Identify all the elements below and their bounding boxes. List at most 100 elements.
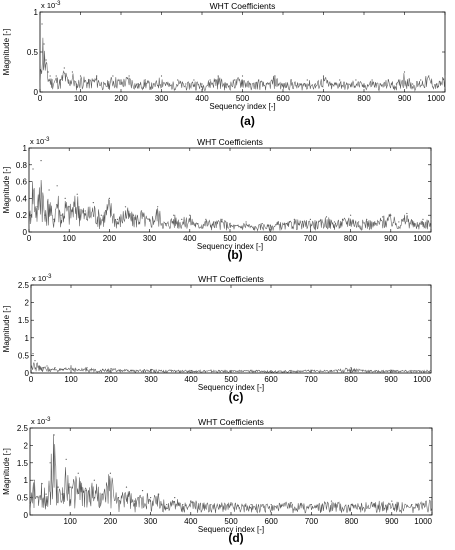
y-tick-label: 0 bbox=[25, 369, 30, 378]
plot-frame bbox=[29, 427, 433, 516]
y-scale-factor: x 10-3 bbox=[30, 137, 50, 146]
data-point bbox=[79, 75, 82, 77]
data-point bbox=[173, 214, 175, 216]
y-tick-label: 1.5 bbox=[18, 316, 30, 325]
data-point bbox=[86, 367, 88, 369]
data-point bbox=[68, 206, 70, 208]
x-tick-label: 400 bbox=[184, 375, 198, 384]
data-point bbox=[293, 218, 295, 220]
data-point bbox=[374, 221, 376, 223]
chart-panel-c: WHT Coefficients x 10-3 0 100 200 300 400 500 60… bbox=[2, 274, 432, 404]
data-point bbox=[237, 224, 239, 226]
y-axis-label: Magnitude [-] bbox=[2, 448, 11, 495]
data-point bbox=[290, 79, 292, 81]
x-tick-label: 300 bbox=[143, 234, 157, 243]
data-point bbox=[49, 462, 51, 464]
data-point bbox=[78, 368, 80, 371]
data-point bbox=[120, 79, 122, 81]
data-point bbox=[64, 197, 66, 199]
x-tick-label: 1000 bbox=[427, 94, 445, 103]
data-point bbox=[47, 71, 49, 73]
data-point bbox=[403, 71, 406, 73]
data-point bbox=[314, 83, 316, 85]
x-tick-label: 200 bbox=[104, 375, 118, 384]
x-tick-label: 600 bbox=[264, 234, 278, 243]
y-scale-factor: x 10-3 bbox=[41, 1, 61, 10]
data-point bbox=[32, 168, 34, 170]
data-point bbox=[57, 486, 59, 488]
data-point bbox=[128, 75, 130, 77]
data-point bbox=[181, 218, 183, 220]
data-point bbox=[136, 83, 138, 85]
y-tick-label: 0.4 bbox=[16, 194, 28, 203]
data-point bbox=[210, 503, 212, 506]
data-point bbox=[149, 218, 151, 220]
x-tick-label: 100 bbox=[64, 517, 78, 526]
data-point bbox=[96, 75, 98, 77]
series-line bbox=[39, 37, 446, 92]
data-point bbox=[93, 479, 95, 481]
data-point bbox=[55, 75, 57, 77]
data-point bbox=[33, 479, 35, 481]
data-point bbox=[65, 458, 67, 460]
data-point bbox=[49, 75, 51, 77]
data-point bbox=[43, 43, 45, 45]
x-tick-label: 500 bbox=[224, 517, 238, 526]
data-point bbox=[77, 472, 79, 474]
data-point bbox=[166, 503, 168, 506]
data-point bbox=[44, 214, 46, 216]
y-tick-label: 0.6 bbox=[16, 178, 28, 187]
panel-caption: (a) bbox=[240, 114, 255, 128]
data-point bbox=[61, 493, 63, 495]
data-point bbox=[431, 500, 433, 502]
data-point bbox=[306, 79, 308, 81]
y-tick-label: 0.2 bbox=[16, 211, 28, 220]
x-tick-label: 700 bbox=[305, 517, 319, 526]
data-point bbox=[330, 369, 332, 372]
data-point bbox=[84, 210, 86, 212]
data-point bbox=[157, 206, 159, 208]
x-axis-label: Sequency index [-] bbox=[198, 525, 264, 534]
data-point bbox=[261, 223, 263, 225]
data-point bbox=[102, 368, 104, 371]
data-point bbox=[420, 79, 422, 81]
data-point bbox=[351, 503, 353, 506]
x-tick-label: 0 bbox=[38, 94, 43, 103]
x-tick-label: 800 bbox=[345, 517, 359, 526]
data-point bbox=[250, 369, 252, 371]
data-point bbox=[391, 500, 393, 502]
data-point bbox=[41, 483, 43, 485]
y-tick-label: 1 bbox=[23, 144, 28, 153]
panel-caption: (b) bbox=[227, 248, 242, 262]
data-point bbox=[382, 216, 384, 218]
data-point bbox=[48, 189, 50, 191]
data-point bbox=[330, 500, 333, 502]
data-point bbox=[197, 223, 199, 225]
data-point bbox=[241, 75, 244, 77]
x-tick-label: 200 bbox=[114, 94, 128, 103]
data-point bbox=[125, 486, 128, 488]
x-tick-label: 1000 bbox=[413, 234, 431, 243]
data-point bbox=[28, 223, 30, 225]
data-point bbox=[398, 221, 400, 223]
data-point bbox=[45, 59, 47, 61]
y-axis-label: Magnitude [-] bbox=[2, 29, 11, 76]
data-point bbox=[210, 369, 212, 371]
data-point bbox=[40, 160, 42, 162]
data-point bbox=[177, 79, 179, 81]
data-point bbox=[56, 185, 58, 187]
data-point bbox=[110, 368, 112, 370]
data-point bbox=[358, 221, 360, 223]
x-tick-label: 600 bbox=[265, 517, 279, 526]
data-point bbox=[221, 218, 223, 220]
data-point bbox=[406, 212, 408, 215]
x-tick-label: 500 bbox=[224, 375, 238, 384]
y-scale-factor: x 10-3 bbox=[32, 274, 52, 283]
y-tick-label: 0 bbox=[23, 228, 28, 237]
data-point bbox=[170, 369, 172, 371]
data-point bbox=[355, 79, 357, 81]
data-point bbox=[69, 486, 71, 488]
x-tick-label: 1000 bbox=[413, 375, 431, 384]
x-tick-label: 200 bbox=[103, 234, 117, 243]
x-tick-label: 300 bbox=[155, 94, 169, 103]
